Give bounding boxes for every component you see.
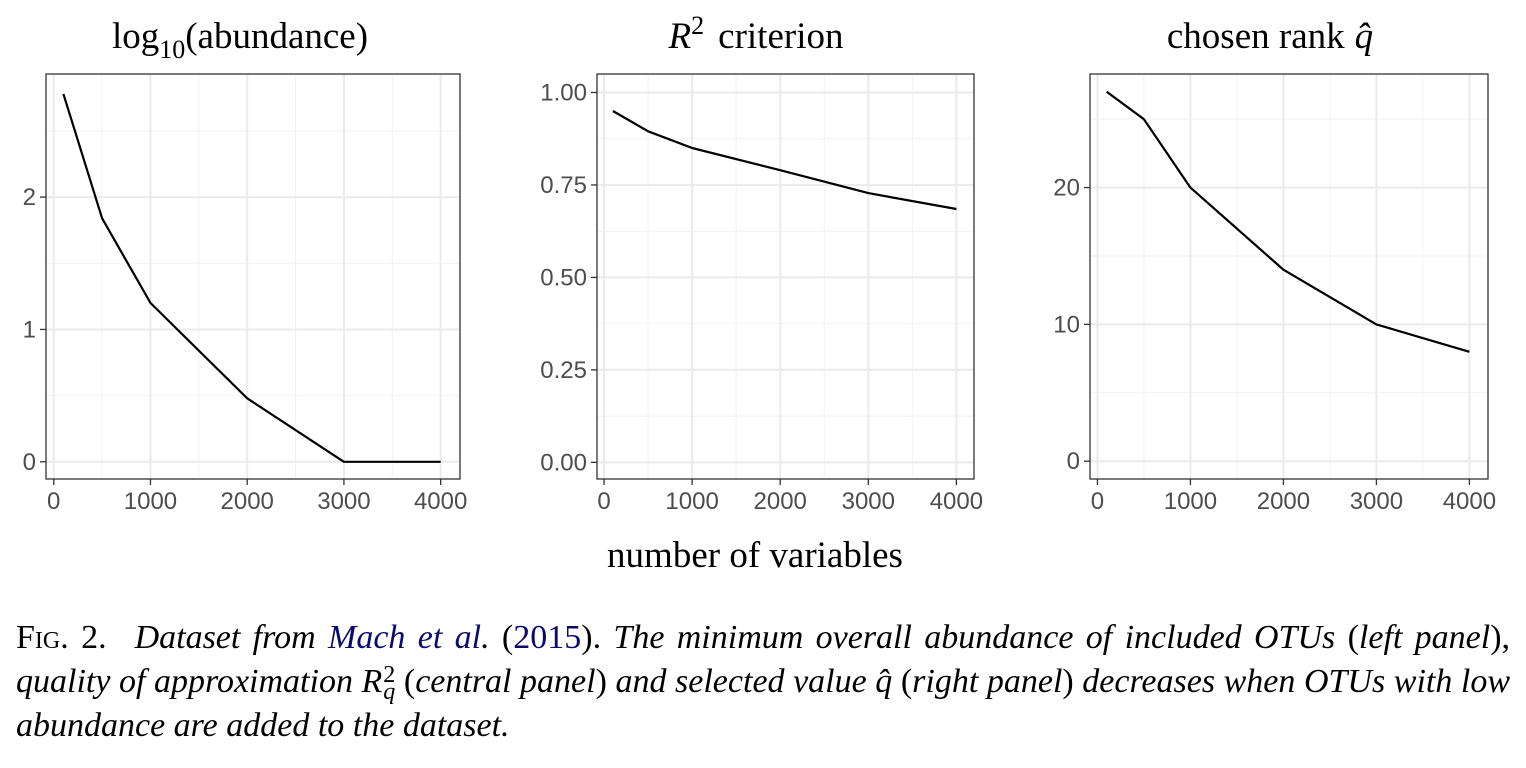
y-tick-label: 10 — [1053, 311, 1080, 338]
y-tick-label: 0.00 — [540, 449, 587, 476]
plot-border — [1089, 73, 1489, 480]
x-tick-label: 3000 — [842, 488, 895, 515]
caption-paren: ( — [1347, 619, 1359, 656]
figure: log10(abundance) R2 criterion chosen rank… — [23, 11, 1496, 576]
caption-paren: ( — [501, 619, 514, 656]
y-tick-label: 0.75 — [540, 172, 587, 199]
x-tick-label: 1000 — [665, 488, 718, 515]
caption-paren: ( — [900, 663, 913, 700]
x-tick-label: 2000 — [1257, 488, 1310, 515]
x-tick-label: 3000 — [317, 488, 370, 515]
plot-border — [45, 73, 461, 480]
citation-link-year[interactable]: 2015 — [513, 619, 582, 656]
x-tick-label: 0 — [597, 488, 610, 515]
x-tick-label: 4000 — [414, 488, 467, 515]
x-tick-label: 3000 — [1350, 488, 1403, 515]
caption-paren: ) — [1062, 663, 1074, 700]
panel-right: 0 1000 2000 3000 4000 0 10 20 — [1053, 73, 1496, 515]
caption-text: central panel — [415, 663, 596, 700]
panel-title-center: R2 criterion — [668, 11, 844, 57]
x-tick-label: 2000 — [754, 488, 807, 515]
caption-paren: ). — [581, 619, 602, 656]
y-tick-label: 1.00 — [540, 79, 587, 106]
panel-center: 0 1000 2000 3000 4000 0.00 0.25 0.50 0.75 1.00 — [540, 73, 983, 515]
panel-title-left: log10(abundance) — [112, 16, 368, 64]
caption-text: decreases when OTUs with low abundance a… — [16, 663, 1511, 744]
caption-text: right panel — [912, 663, 1063, 700]
series-line — [612, 110, 957, 211]
y-tick-label: 0 — [23, 449, 36, 476]
x-tick-label: 1000 — [124, 488, 177, 515]
x-tick-label: 2000 — [221, 488, 274, 515]
x-tick-label: 0 — [1091, 488, 1104, 515]
plot-background — [1090, 74, 1488, 479]
x-tick-label: 0 — [47, 488, 60, 515]
caption-paren: ( — [403, 663, 416, 700]
caption-text: left panel — [1358, 619, 1491, 656]
caption-text: The minimum overall abundance of include… — [613, 619, 1336, 656]
panel-title-right: chosen rank q̂ — [1167, 16, 1373, 57]
y-tick-label: 0.25 — [540, 357, 587, 384]
y-tick-label: 0 — [1067, 448, 1080, 475]
caption-text: quality of approximation — [16, 663, 353, 700]
caption-text: . — [481, 619, 490, 656]
caption-figure-label: Fig. 2. — [16, 619, 107, 656]
plot-background — [46, 74, 460, 479]
x-tick-label: 4000 — [1443, 488, 1496, 515]
x-axis-label: number of variables — [607, 535, 903, 576]
caption-text: and selected value q̂ — [615, 663, 893, 700]
citation-link-authors[interactable]: Mach et al — [328, 619, 482, 656]
y-tick-label: 2 — [23, 184, 36, 211]
panel-left: 0 1000 2000 3000 4000 0 1 2 — [23, 73, 467, 515]
x-tick-label: 1000 — [1164, 488, 1217, 515]
y-tick-label: 20 — [1053, 175, 1080, 202]
figure-caption: Fig. 2. Dataset from Mach et al. (2015). … — [16, 616, 1510, 748]
plot-border — [596, 73, 975, 480]
caption-paren: ), — [1490, 619, 1511, 656]
x-tick-label: 4000 — [930, 488, 983, 515]
y-tick-label: 1 — [23, 316, 36, 343]
y-tick-label: 0.50 — [540, 264, 587, 291]
caption-paren: ) — [595, 663, 607, 700]
series-line — [1106, 90, 1470, 353]
caption-text: Dataset from — [134, 619, 316, 656]
series-line — [62, 93, 441, 463]
